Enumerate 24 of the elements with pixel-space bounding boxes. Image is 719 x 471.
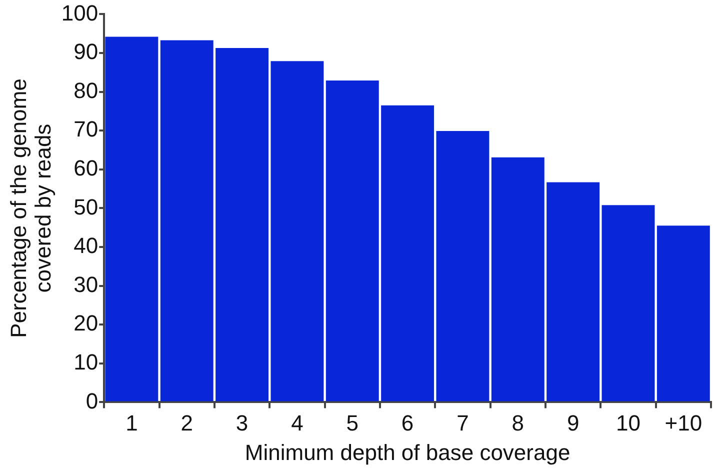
x-tick-label: 3 — [236, 410, 248, 436]
x-tick-label: 1 — [126, 410, 138, 436]
x-tick-label: 9 — [566, 410, 580, 436]
y-tick-label: 10 — [74, 349, 98, 374]
x-tick-label: 10 — [616, 410, 640, 436]
x-tick-label: 8 — [512, 410, 524, 436]
y-tick-label: 70 — [74, 116, 98, 142]
y-tick-label: 40 — [74, 233, 98, 258]
y-tick-label: 30 — [74, 272, 98, 297]
x-tick-label: 5 — [346, 410, 359, 436]
y-tick-label: 80 — [74, 78, 98, 103]
y-tick-label: 0 — [86, 388, 98, 414]
x-tick-label: 2 — [180, 410, 193, 436]
y-tick-label: 90 — [74, 39, 98, 64]
x-tick-label: 6 — [401, 410, 414, 436]
x-tick-label: +10 — [664, 410, 702, 436]
y-tick-label: 60 — [74, 155, 98, 180]
y-tick-label: 20 — [74, 310, 98, 336]
y-tick-label: 100 — [61, 0, 98, 26]
x-tick-label: 7 — [456, 410, 469, 436]
x-tick-label: 4 — [291, 410, 304, 436]
y-tick-label: 50 — [74, 194, 98, 220]
x-axis-title: Minimum depth of base coverage — [244, 440, 570, 465]
y-axis-title: Percentage of the genome covered by reads — [6, 78, 56, 338]
